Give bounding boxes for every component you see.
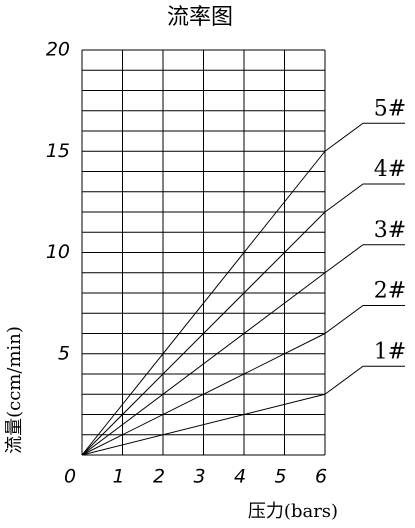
legend-leader — [324, 122, 405, 152]
legend-leader — [324, 365, 405, 395]
legend-label: 3# — [374, 218, 406, 243]
legend-label: 4# — [374, 157, 406, 182]
x-tick-label: 0 — [64, 466, 76, 488]
legend-leader — [324, 244, 405, 274]
y-tick-label: 15 — [46, 140, 70, 162]
series-line — [81, 393, 326, 456]
legend-leader — [324, 305, 405, 334]
y-tick-label: 20 — [46, 39, 70, 61]
legend-label: 5# — [374, 96, 406, 121]
x-tick-label: 5 — [274, 466, 286, 488]
x-tick-label: 2 — [153, 466, 165, 488]
x-tick-label: 1 — [112, 466, 124, 488]
y-axis-title: 流量(ccm/min) — [4, 326, 25, 454]
x-tick-label: 4 — [234, 466, 246, 488]
legend-leader — [324, 183, 405, 213]
y-tick-label: 5 — [58, 342, 70, 364]
x-tick-label: 3 — [193, 466, 205, 488]
chart-title: 流率图 — [167, 5, 233, 30]
x-tick-label: 6 — [315, 466, 327, 488]
series-line — [81, 272, 326, 456]
legend-label: 2# — [374, 279, 406, 304]
x-axis-title: 压力(bars) — [248, 501, 338, 522]
series-line — [81, 333, 326, 456]
y-tick-label: 10 — [46, 241, 70, 263]
series-line — [81, 150, 326, 456]
legend-label: 1# — [374, 339, 406, 364]
series-line — [81, 211, 326, 456]
